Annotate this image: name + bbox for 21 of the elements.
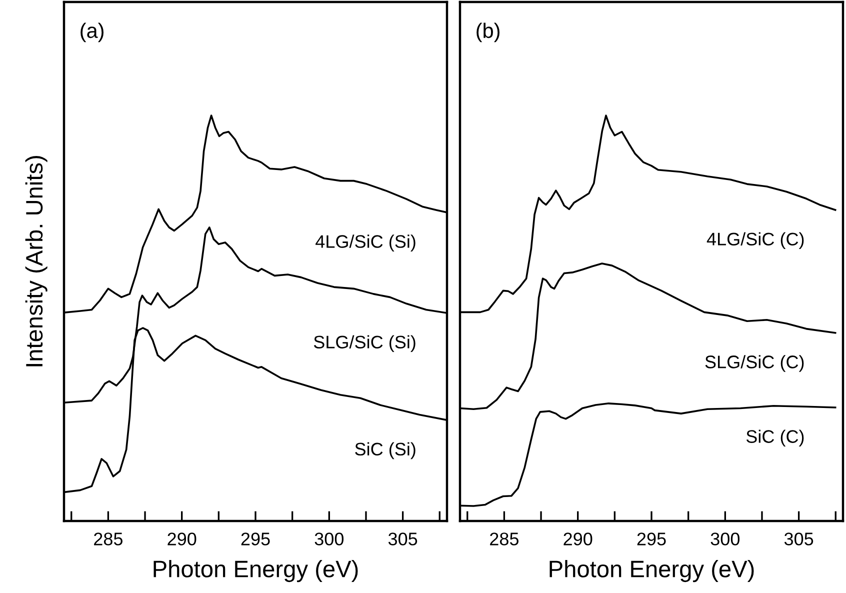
x-tick-label: 305 <box>388 532 418 546</box>
x-axis-title: Photon Energy (eV) <box>154 560 358 582</box>
x-tick-label: 285 <box>490 532 518 546</box>
x-axis-title: Photon Energy (eV) <box>550 560 754 582</box>
x-tick-label: 290 <box>168 532 196 546</box>
x-tick-label: 300 <box>710 532 740 546</box>
x-tick-label: 300 <box>314 532 344 546</box>
series-label: SiC (Si) <box>355 442 416 460</box>
x-tick-label: 305 <box>784 532 814 546</box>
text: (a) <box>80 22 104 42</box>
series-label: SiC (C) <box>746 430 804 447</box>
x-tick-label: 285 <box>94 532 122 546</box>
text: (b) <box>476 22 500 42</box>
series-label: 4LG/SiC (Si) <box>316 234 416 252</box>
x-tick-label: 295 <box>241 532 270 546</box>
series-label: 4LG/SiC (C) <box>706 232 804 250</box>
y-axis-title: Intensity (Arb. Units) <box>25 156 48 366</box>
series-label: SLG/SiC (C) <box>705 355 804 372</box>
x-tick-label: 290 <box>564 532 592 546</box>
x-tick-label: 295 <box>637 532 666 546</box>
series-label: SLG/SiC (Si) <box>314 335 416 352</box>
